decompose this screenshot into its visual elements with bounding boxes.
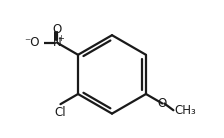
Text: Cl: Cl <box>55 106 66 119</box>
Text: +: + <box>57 34 64 43</box>
Text: N: N <box>53 36 61 49</box>
Text: O: O <box>158 97 167 110</box>
Text: O: O <box>52 23 62 36</box>
Text: ⁻O: ⁻O <box>25 36 40 49</box>
Text: CH₃: CH₃ <box>175 104 196 117</box>
